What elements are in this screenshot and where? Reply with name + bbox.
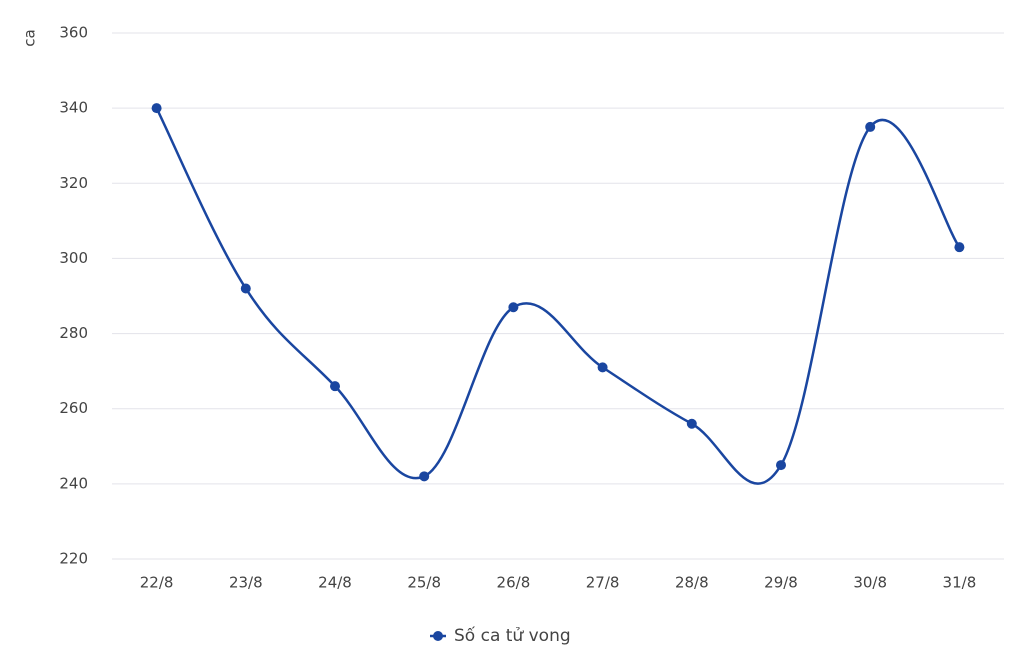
point xyxy=(151,103,162,114)
point xyxy=(419,471,430,482)
y-tick-label: 360 xyxy=(59,24,88,42)
point xyxy=(686,418,697,429)
point xyxy=(508,302,519,313)
y-tick-label: 300 xyxy=(59,249,88,267)
x-tick-label: 28/8 xyxy=(675,574,709,592)
legend-label: Số ca tử vong xyxy=(454,625,571,646)
y-tick-label: 340 xyxy=(59,99,88,117)
point xyxy=(597,362,608,373)
x-tick-label: 31/8 xyxy=(943,574,977,592)
x-tick-label: 23/8 xyxy=(229,574,263,592)
point xyxy=(330,381,340,392)
y-tick-label: 280 xyxy=(59,324,88,342)
y-tick-label: 220 xyxy=(59,550,88,568)
y-tick-label: 240 xyxy=(59,474,88,492)
x-tick-label: 27/8 xyxy=(586,574,620,592)
x-tick-label: 25/8 xyxy=(407,574,441,592)
point xyxy=(865,121,876,132)
point xyxy=(954,242,965,253)
legend-marker xyxy=(433,631,443,641)
y-tick-label: 320 xyxy=(59,174,88,192)
point xyxy=(240,283,251,294)
x-tick-label: 24/8 xyxy=(318,574,352,592)
x-tick-label: 29/8 xyxy=(764,574,798,592)
legend-item: Số ca tử vong xyxy=(430,625,571,646)
y-tick-label: 260 xyxy=(59,399,88,417)
point xyxy=(776,460,786,471)
line xyxy=(155,107,961,485)
x-tick-label: 22/8 xyxy=(140,574,174,592)
x-tick-label: 26/8 xyxy=(497,574,531,592)
y-axis-label: ca xyxy=(21,29,39,46)
x-tick-label: 30/8 xyxy=(853,574,887,592)
